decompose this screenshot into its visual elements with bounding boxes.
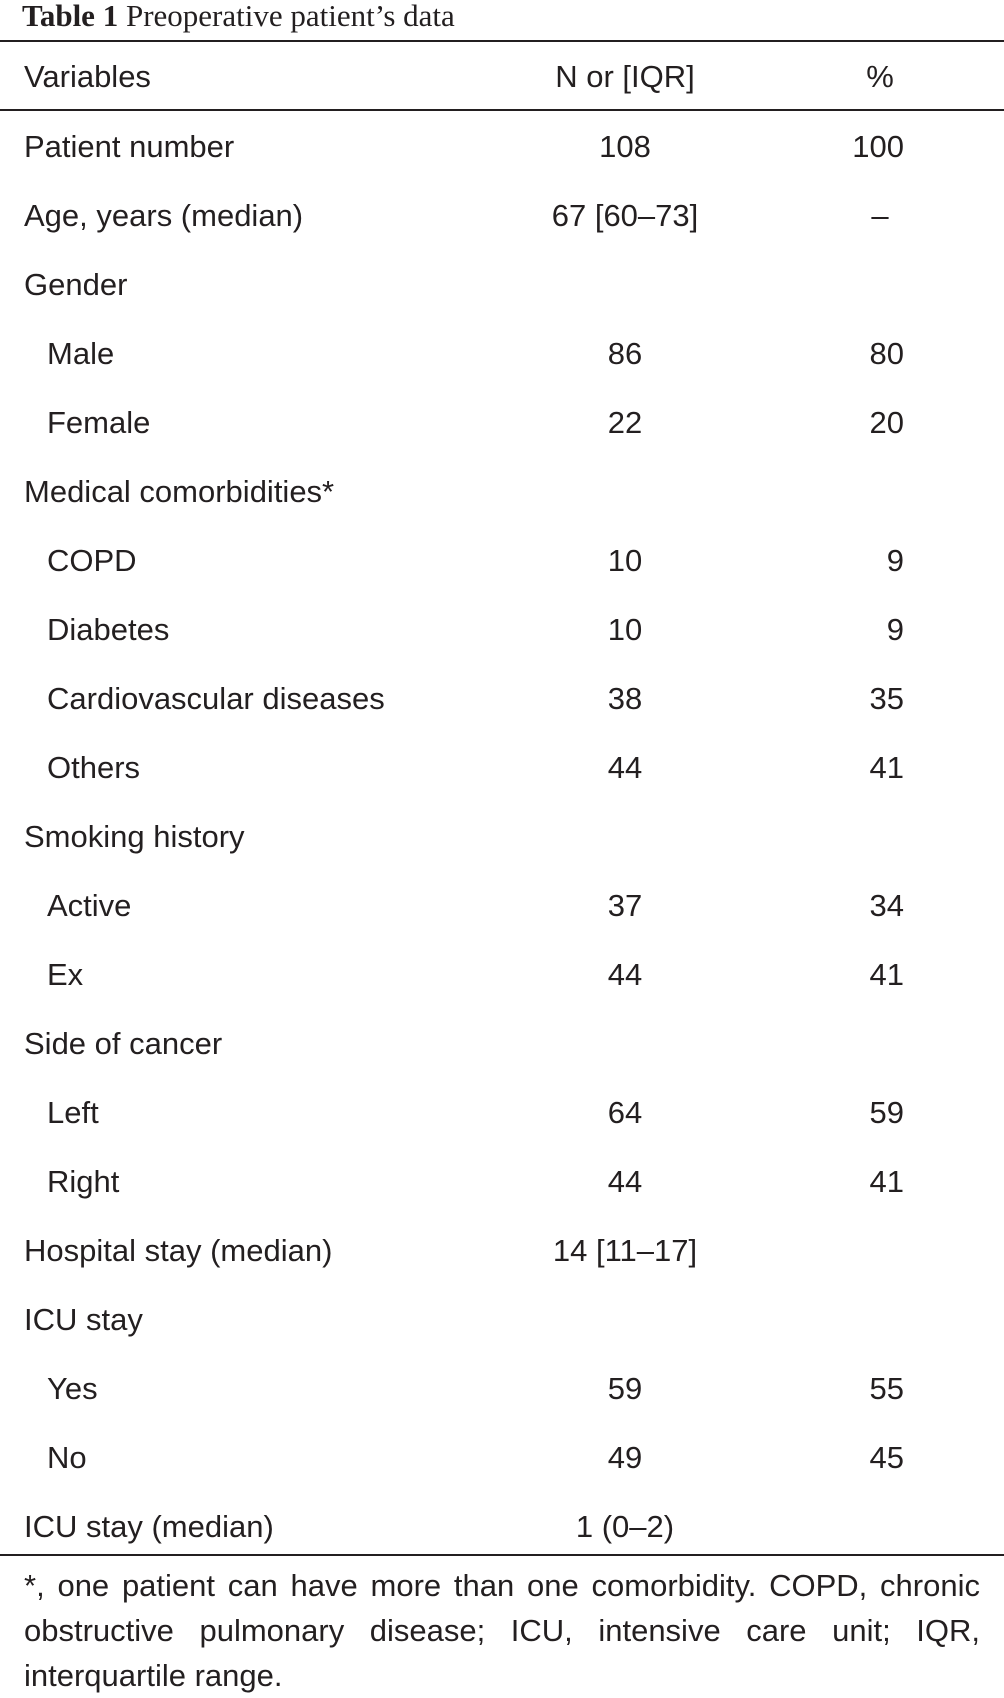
table-row: Right 44 41 xyxy=(0,1147,1004,1216)
row-label: Diabetes xyxy=(47,612,170,647)
row-n-value: 38 xyxy=(607,681,643,716)
table-row: COPD 10 9 xyxy=(0,526,1004,595)
row-label: Male xyxy=(47,336,115,371)
row-label: Female xyxy=(47,405,151,440)
row-label: Gender xyxy=(24,267,128,302)
row-percent-value xyxy=(800,457,904,526)
row-n-value: 1 (0–2) xyxy=(575,1509,675,1544)
table-row: ICU stay (median) 1 (0–2) xyxy=(0,1492,1004,1561)
row-label: Age, years (median) xyxy=(24,198,304,233)
table-row: Female 22 20 xyxy=(0,388,1004,457)
row-n-value: 67 [60–73] xyxy=(551,198,699,233)
row-percent-value: 45 xyxy=(869,1440,904,1475)
row-n-value: 44 xyxy=(607,1164,643,1199)
row-n-value xyxy=(520,802,730,871)
header-rule xyxy=(0,109,1004,111)
table-row: Yes 59 55 xyxy=(0,1354,1004,1423)
row-label: Smoking history xyxy=(24,819,245,854)
row-percent-value: 55 xyxy=(869,1371,904,1406)
table-title: Preoperative patient’s data xyxy=(125,0,455,33)
row-percent-value: 100 xyxy=(852,129,904,164)
table-row: Active 37 34 xyxy=(0,871,1004,940)
row-percent-value: 41 xyxy=(869,750,904,785)
row-n-value xyxy=(520,250,730,319)
table-row: Gender xyxy=(0,250,1004,319)
top-rule xyxy=(0,40,1004,42)
row-n-value xyxy=(520,457,730,526)
row-n-value xyxy=(520,1285,730,1354)
row-percent-value xyxy=(800,1492,904,1561)
row-label: Patient number xyxy=(24,129,235,164)
row-n-value: 49 xyxy=(607,1440,643,1475)
header-row: Variables N or [IQR] % xyxy=(0,42,1004,111)
table-row: Age, years (median) 67 [60–73] – xyxy=(0,181,1004,250)
row-n-value: 44 xyxy=(607,750,643,785)
row-percent-value: 41 xyxy=(869,1164,904,1199)
row-percent-value xyxy=(800,802,904,871)
row-n-value: 59 xyxy=(607,1371,643,1406)
table-row: Side of cancer xyxy=(0,1009,1004,1078)
table-row: Ex 44 41 xyxy=(0,940,1004,1009)
row-label: Hospital stay (median) xyxy=(24,1233,333,1268)
table-row: Hospital stay (median) 14 [11–17] xyxy=(0,1216,1004,1285)
table-footnote: *, one patient can have more than one co… xyxy=(24,1568,980,1693)
bottom-rule xyxy=(0,1554,1004,1556)
row-percent-value xyxy=(800,250,904,319)
table-number: Table 1 xyxy=(22,0,119,33)
row-percent-value: 9 xyxy=(886,543,904,578)
row-n-value: 22 xyxy=(607,405,643,440)
row-percent-value: 34 xyxy=(869,888,904,923)
table-row: Others 44 41 xyxy=(0,733,1004,802)
row-label: ICU stay xyxy=(24,1302,143,1337)
row-label: Active xyxy=(47,888,132,923)
row-label: ICU stay (median) xyxy=(24,1509,274,1544)
row-label: COPD xyxy=(47,543,137,578)
row-label: Cardiovascular diseases xyxy=(47,681,385,716)
row-percent-value: 9 xyxy=(886,612,904,647)
row-percent-value xyxy=(800,1009,904,1078)
row-n-value xyxy=(520,1009,730,1078)
row-label: Right xyxy=(47,1164,120,1199)
table-row: Diabetes 10 9 xyxy=(0,595,1004,664)
row-percent-value: 59 xyxy=(869,1095,904,1130)
row-n-value: 37 xyxy=(607,888,643,923)
row-percent-value: 80 xyxy=(869,336,904,371)
table-caption: Table 1 Preoperative patient’s data xyxy=(22,0,455,36)
table-row: Patient number 108 100 xyxy=(0,112,1004,181)
table-row: No 49 45 xyxy=(0,1423,1004,1492)
header-variables: Variables xyxy=(24,59,151,94)
row-percent-value: 41 xyxy=(869,957,904,992)
row-n-value: 10 xyxy=(607,612,643,647)
row-label: No xyxy=(47,1440,87,1475)
row-percent-value xyxy=(800,1285,904,1354)
row-n-value: 108 xyxy=(599,129,651,164)
table-row: Smoking history xyxy=(0,802,1004,871)
row-n-value: 44 xyxy=(607,957,643,992)
row-n-value: 10 xyxy=(607,543,643,578)
header-percent: % xyxy=(866,59,894,94)
row-label: Side of cancer xyxy=(24,1026,223,1061)
row-label: Medical comorbidities* xyxy=(24,474,335,509)
row-percent-value xyxy=(800,1216,904,1285)
row-label: Yes xyxy=(47,1371,98,1406)
row-label: Left xyxy=(47,1095,99,1130)
row-percent-value: – xyxy=(871,198,889,233)
row-percent-value: 20 xyxy=(869,405,904,440)
row-n-value: 64 xyxy=(607,1095,643,1130)
table-row: Cardiovascular diseases 38 35 xyxy=(0,664,1004,733)
header-n-iqr: N or [IQR] xyxy=(555,59,695,94)
row-n-value: 14 [11–17] xyxy=(552,1233,698,1268)
row-label: Others xyxy=(47,750,141,785)
table-row: Male 86 80 xyxy=(0,319,1004,388)
table-row: Medical comorbidities* xyxy=(0,457,1004,526)
row-label: Ex xyxy=(47,957,84,992)
row-n-value: 86 xyxy=(607,336,643,371)
table-row: Left 64 59 xyxy=(0,1078,1004,1147)
table-row: ICU stay xyxy=(0,1285,1004,1354)
row-percent-value: 35 xyxy=(869,681,904,716)
